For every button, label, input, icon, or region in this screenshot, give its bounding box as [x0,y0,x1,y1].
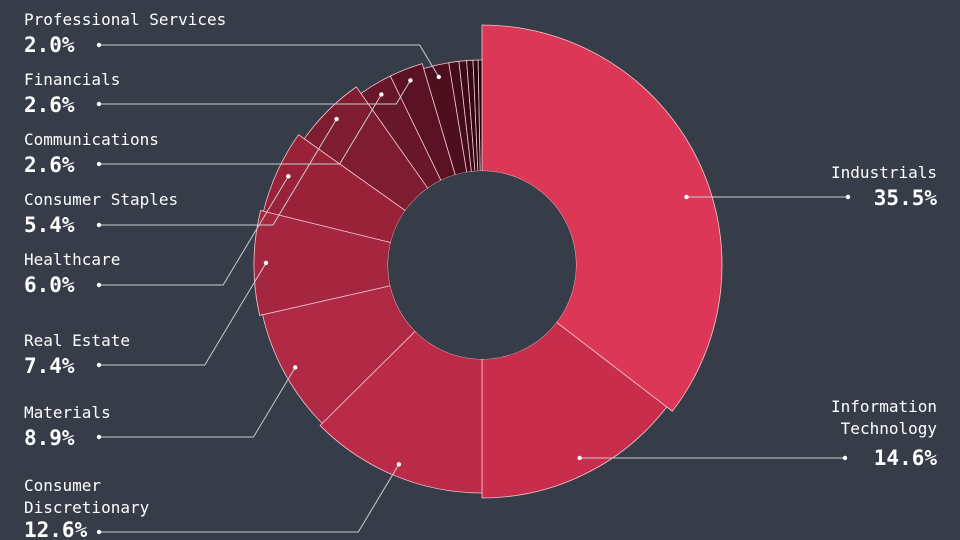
category-label-professional-services: Professional Services [24,10,226,29]
value-label-healthcare: 6.0% [24,273,75,297]
leader-line-financials [97,80,411,105]
leader-lines-layer [96,42,851,535]
leader-end-dot-consumer-discretionary [96,529,102,535]
leader-end-dot-professional-services [96,42,102,48]
leader-line-consumer-staples [97,118,337,226]
leader-dot-professional-services [436,74,442,80]
leader-line-healthcare [97,176,289,286]
leader-line-real-estate [97,262,267,366]
labels-layer: Industrials 35.5% Information Technology 14.… [24,10,937,540]
category-label-consumer-discretionary: Consumer [24,476,101,495]
leader-end-dot-healthcare [96,282,102,288]
category-label-healthcare: Healthcare [24,250,120,269]
value-label-consumer-staples: 5.4% [24,213,75,237]
slice-materials [262,285,416,424]
value-label-consumer-discretionary: 12.6% [24,518,88,540]
category-label-financials: Financials [24,70,120,89]
leader-end-dot-communications [96,161,102,167]
value-label-real-estate: 7.4% [24,354,75,378]
category-label-materials: Materials [24,403,111,422]
leader-dot-financials [408,78,413,83]
leader-dot-consumer-staples [334,116,339,122]
value-label-materials: 8.9% [24,426,75,450]
leader-dot-consumer-discretionary [396,462,402,467]
leader-line-consumer-discretionary [97,464,400,533]
donut-hole [388,171,576,359]
leader-line-materials [97,367,296,438]
category-label-communications: Communications [24,130,159,149]
leader-end-dot-financials [96,101,102,107]
leader-end-dot-consumer-staples [96,222,102,228]
category-label-real-estate: Real Estate [24,331,130,350]
leader-dot-communications [379,92,384,97]
leader-end-dot-materials [96,434,102,440]
leader-end-dot-real-estate [96,362,102,368]
leader-dot-industrials [684,194,689,200]
leader-end-dot-information-technology [842,455,848,461]
leader-dot-healthcare [286,174,291,179]
leader-dot-materials [293,365,298,370]
category-label-industrials: Industrials [831,163,937,182]
category-label-consumer-staples: Consumer Staples [24,190,178,209]
leader-line-professional-services [97,44,440,78]
slices-layer [253,24,723,499]
value-label-professional-services: 2.0% [24,33,75,57]
category-label-information-technology: Technology [841,419,938,438]
leader-dot-real-estate [263,260,269,266]
category-label-information-technology: Information [831,397,937,416]
category-label-consumer-discretionary: Discretionary [24,498,150,517]
leader-dot-information-technology [577,455,582,461]
value-label-industrials: 35.5% [874,186,938,210]
value-label-communications: 2.6% [24,153,75,177]
leader-end-dot-industrials [845,194,851,200]
leader-line-communications [97,94,382,165]
value-label-information-technology: 14.6% [874,446,938,470]
value-label-financials: 2.6% [24,93,75,117]
